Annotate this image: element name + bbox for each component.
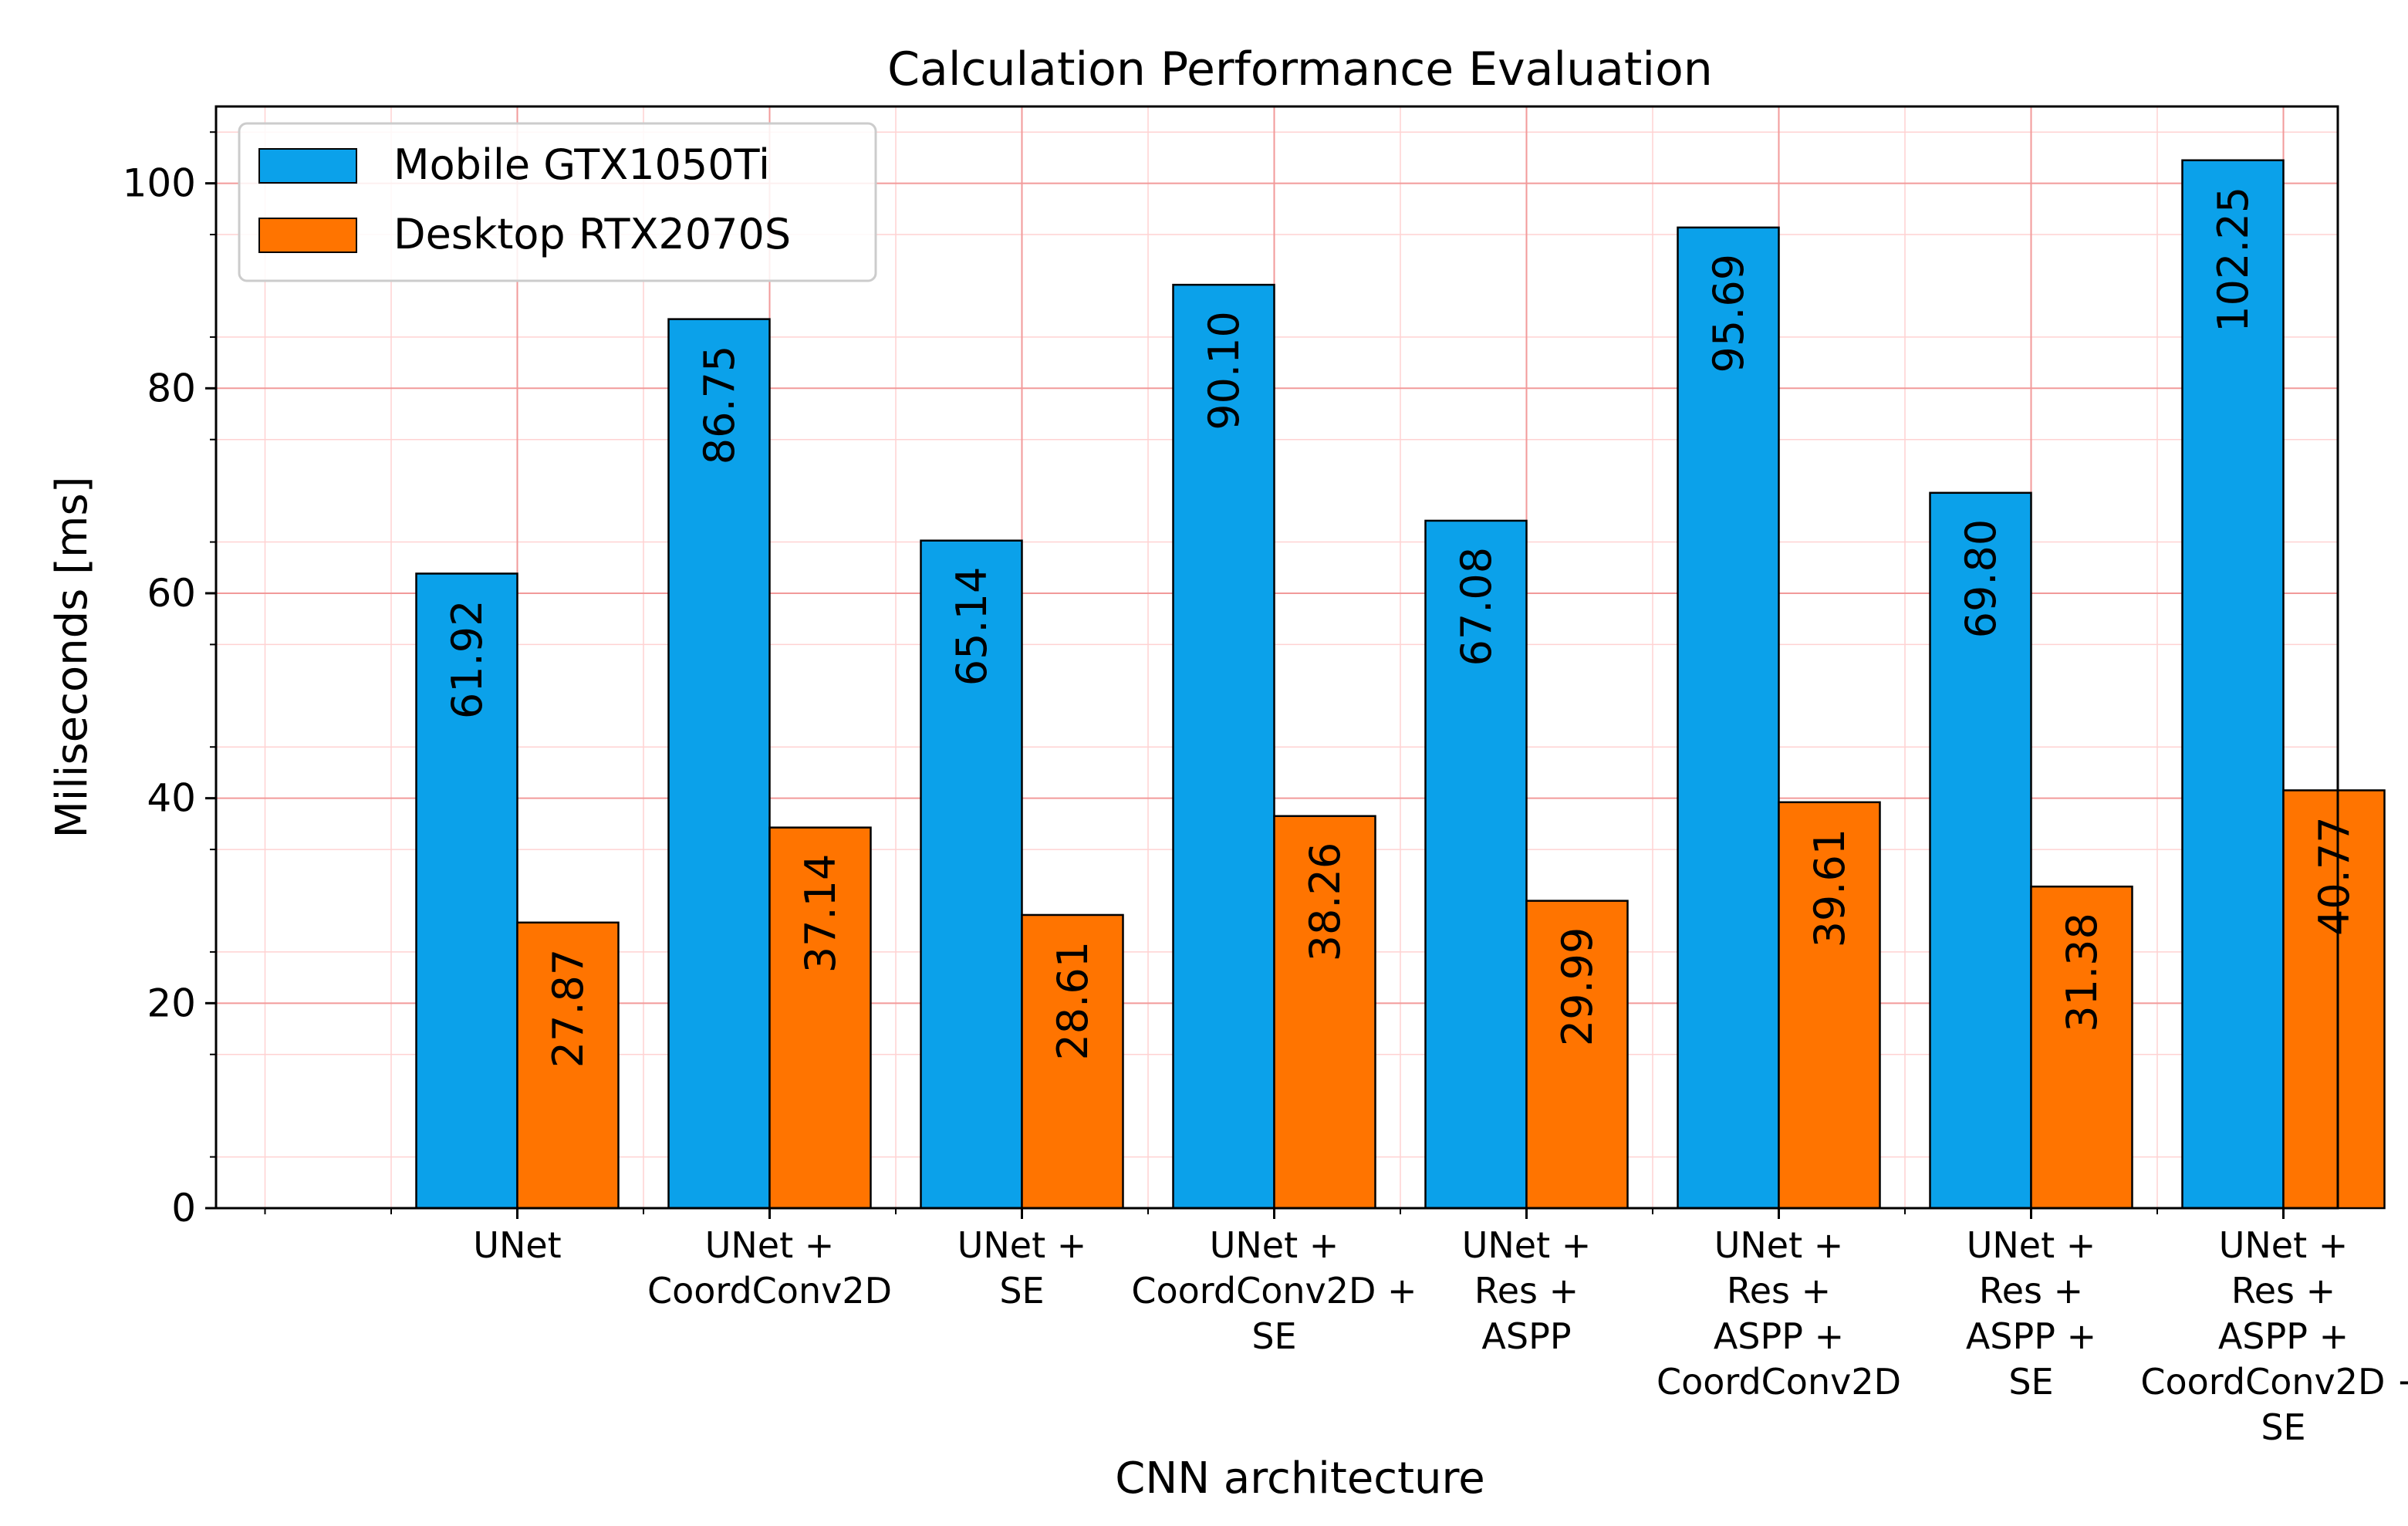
data-label-desktop-rtx2070s-4: 38.26	[1301, 842, 1349, 962]
minor-grid	[216, 106, 2338, 1208]
data-label-desktop-rtx2070s-8: 40.77	[2310, 816, 2359, 936]
x-tick-label-3: UNet + SE	[957, 1224, 1087, 1312]
x-tick-label-line: UNet +	[2219, 1224, 2349, 1266]
x-tick-label-line: UNet +	[1714, 1224, 1844, 1266]
x-tick-label-line: ASPP +	[2218, 1315, 2349, 1357]
data-label-desktop-rtx2070s-5: 29.99	[1553, 927, 1602, 1047]
bar-mobile-gtx1050ti-4	[1172, 283, 1275, 1210]
legend-label-desktop-rtx2070s: Desktop RTX2070S	[393, 210, 791, 258]
x-tick-label-4: UNet + CoordConv2D + SE	[1131, 1224, 1417, 1357]
data-label-desktop-rtx2070s-3: 28.61	[1049, 941, 1097, 1061]
x-tick-label-line: UNet +	[1967, 1224, 2096, 1266]
y-tick-label: 0	[171, 1186, 196, 1231]
x-tick-label-6: UNet + Res + ASPP + CoordConv2D	[1657, 1224, 1901, 1403]
x-tick-label-8: UNet + Res + ASPP + CoordConv2D + SE	[2140, 1224, 2408, 1448]
x-tick-label-line: UNet +	[1462, 1224, 1592, 1266]
bar-mobile-gtx1050ti-5	[1424, 519, 1528, 1210]
y-tick-label: 40	[147, 776, 196, 821]
data-label-mobile-gtx1050ti-5: 67.08	[1452, 547, 1501, 667]
bar-desktop-rtx2070s-7	[2030, 885, 2133, 1210]
bar-mobile-gtx1050ti-2	[667, 318, 771, 1210]
data-label-desktop-rtx2070s-2: 37.14	[796, 854, 845, 974]
x-tick-label-5: UNet + Res + ASPP	[1462, 1224, 1592, 1357]
x-tick-label-2: UNet + CoordConv2D	[647, 1224, 892, 1312]
bar-mobile-gtx1050ti-1	[415, 572, 518, 1210]
x-axis-label: CNN architecture	[1115, 1453, 1485, 1504]
x-tick-label-line: UNet +	[705, 1224, 835, 1266]
bar-desktop-rtx2070s-1	[516, 921, 620, 1210]
y-tick-label: 100	[123, 161, 196, 206]
y-tick-label: 80	[147, 366, 196, 410]
y-axis-label: Miliseconds [ms]	[47, 476, 97, 838]
chart-title: Calculation Performance Evaluation	[887, 42, 1713, 96]
data-label-desktop-rtx2070s-6: 39.61	[1805, 829, 1854, 948]
legend-label-mobile-gtx1050ti: Mobile GTX1050Ti	[393, 140, 770, 189]
x-tick-label-line: Res +	[1727, 1270, 1831, 1312]
x-tick-label-line: CoordConv2D +	[2140, 1361, 2408, 1403]
y-tick-label: 20	[147, 981, 196, 1025]
bar-desktop-rtx2070s-4	[1273, 815, 1376, 1210]
x-tick-label-line: ASPP +	[1714, 1315, 1844, 1357]
bar-desktop-rtx2070s-6	[1778, 801, 1881, 1210]
x-tick-label-line: ASPP	[1481, 1315, 1571, 1357]
x-tick-label-line: UNet	[473, 1224, 561, 1266]
plot-frame	[214, 105, 2339, 1210]
bar-mobile-gtx1050ti-7	[1929, 491, 2032, 1210]
x-tick-label-line: SE	[2261, 1406, 2305, 1448]
x-tick-label-line: Res +	[1979, 1270, 2083, 1312]
legend-swatch-mobile-gtx1050ti	[258, 148, 357, 184]
legend-swatch-desktop-rtx2070s	[258, 218, 357, 253]
bar-desktop-rtx2070s-3	[1021, 913, 1124, 1210]
bars	[415, 159, 2386, 1210]
bar-mobile-gtx1050ti-6	[1677, 226, 1780, 1210]
bar-desktop-rtx2070s-2	[768, 826, 872, 1210]
legend-box	[238, 122, 877, 282]
x-tick-label-line: UNet +	[1210, 1224, 1339, 1266]
x-tick-label-line: Res +	[2231, 1270, 2335, 1312]
x-tick-label-line: SE	[2008, 1361, 2053, 1403]
y-tick-label: 60	[147, 571, 196, 616]
x-tick-label-line: ASPP +	[1966, 1315, 2096, 1357]
x-tick-label-line: SE	[999, 1270, 1044, 1312]
data-label-desktop-rtx2070s-1: 27.87	[544, 949, 593, 1069]
x-tick-label-1: UNet	[473, 1224, 561, 1266]
data-label-desktop-rtx2070s-7: 31.38	[2058, 913, 2106, 1032]
x-tick-label-line: SE	[1251, 1315, 1296, 1357]
x-tick-label-line: Res +	[1474, 1270, 1579, 1312]
bar-data-labels: 61.92 86.75 65.14 90.10 67.08 95.69 69.80 102.2…	[443, 187, 2359, 1069]
legend: Mobile GTX1050Ti Desktop RTX2070S	[238, 122, 877, 282]
x-tick-label-line: CoordConv2D	[1657, 1361, 1901, 1403]
data-label-mobile-gtx1050ti-4: 90.10	[1200, 311, 1248, 430]
x-tick-label-line: CoordConv2D	[647, 1270, 892, 1312]
data-label-mobile-gtx1050ti-7: 69.80	[1957, 519, 2005, 639]
data-label-mobile-gtx1050ti-1: 61.92	[443, 599, 491, 719]
data-label-mobile-gtx1050ti-6: 95.69	[1704, 254, 1753, 373]
bar-desktop-rtx2070s-5	[1525, 900, 1629, 1210]
x-tick-label-line: CoordConv2D +	[1131, 1270, 1417, 1312]
bar-desktop-rtx2070s-8	[2282, 789, 2386, 1210]
x-tick-label-7: UNet + Res + ASPP + SE	[1966, 1224, 2096, 1403]
data-label-mobile-gtx1050ti-3: 65.14	[947, 567, 996, 687]
bar-mobile-gtx1050ti-8	[2181, 159, 2285, 1210]
bar-mobile-gtx1050ti-3	[920, 539, 1023, 1210]
data-label-mobile-gtx1050ti-8: 102.25	[2209, 187, 2258, 333]
x-tick-label-line: UNet +	[957, 1224, 1087, 1266]
y-axis-ticks: 0 20 40 60 80 100	[123, 131, 216, 1231]
data-label-mobile-gtx1050ti-2: 86.75	[695, 346, 744, 465]
